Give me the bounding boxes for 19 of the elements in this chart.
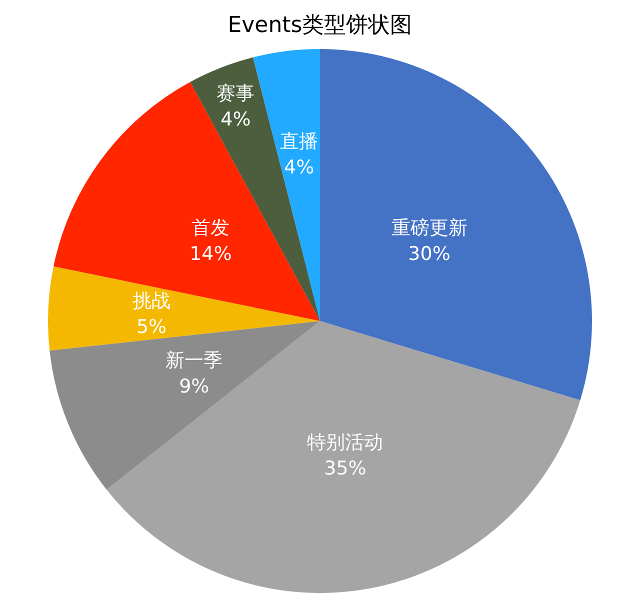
slice-label: 首发 [192,217,230,240]
pie-slice [253,49,320,321]
data-label: 30% [408,243,450,266]
slice-label: 挑战 [132,290,171,312]
pie-slice [190,57,320,321]
pie-slice [320,49,592,400]
slice-label: 重磅更新 [391,217,468,240]
pie-slice [48,266,320,351]
data-label: 4% [284,156,314,179]
slice-label: 特别活动 [307,432,384,454]
data-label: 5% [136,316,167,338]
data-label: 35% [324,458,366,480]
slice-label: 赛事 [216,82,255,105]
slice-label: 新一季 [166,350,223,372]
data-label: 9% [179,376,210,398]
slice-label: 直播 [280,130,318,153]
chart-title: Events类型饼状图 [228,13,412,38]
data-label: 4% [220,108,251,131]
data-label: 14% [190,243,232,266]
